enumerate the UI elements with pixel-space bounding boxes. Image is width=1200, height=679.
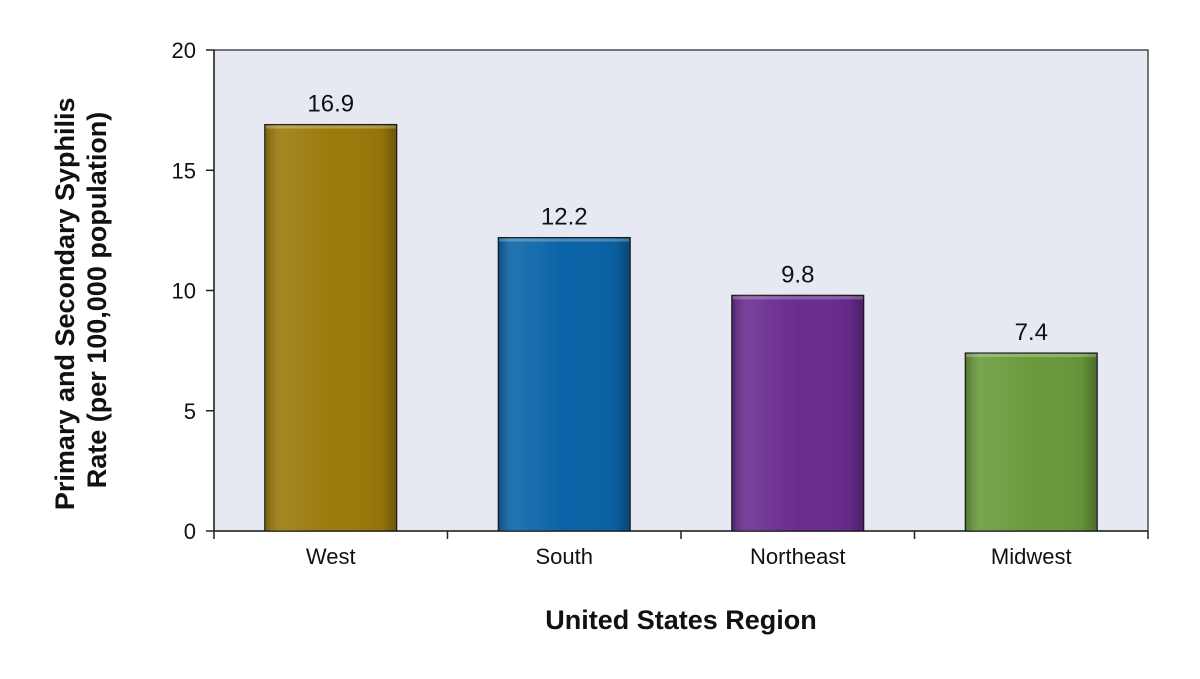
x-tick-label: Midwest [991, 544, 1072, 569]
bar [497, 236, 631, 532]
bar-bevel [499, 238, 630, 242]
y-axis-title: Primary and Secondary Syphilis Rate (per… [50, 90, 112, 510]
data-label: 12.2 [541, 204, 588, 231]
bar-shine [731, 295, 864, 531]
x-tick-label: South [536, 544, 594, 569]
y-axis-title-line-1: Primary and Secondary Syphilis [50, 97, 80, 510]
y-tick-label: 15 [172, 158, 196, 183]
x-tick-label: Northeast [750, 544, 845, 569]
bar [731, 294, 865, 532]
x-tick-label: West [306, 544, 356, 569]
bar-shine [965, 353, 1098, 531]
bar-bevel [265, 125, 396, 129]
x-axis: West South Northeast Midwest [213, 530, 1149, 569]
y-tick-label: 5 [184, 399, 196, 424]
bar-bevel [966, 354, 1097, 358]
y-axis: 0 5 10 15 20 [172, 38, 215, 544]
data-labels: 16.9 12.2 9.8 7.4 [307, 91, 1048, 346]
bar-shine [498, 237, 631, 531]
data-label: 16.9 [307, 91, 354, 118]
bar [964, 352, 1098, 532]
x-axis-title: United States Region [545, 605, 817, 635]
bar [264, 123, 398, 532]
bar-bevel [732, 296, 863, 300]
y-tick-label: 10 [172, 279, 196, 304]
data-label: 9.8 [781, 261, 814, 288]
bar-shine [264, 124, 397, 532]
y-tick-label: 0 [184, 519, 196, 544]
y-axis-title-line-2: Rate (per 100,000 population) [82, 112, 112, 489]
data-label: 7.4 [1015, 319, 1048, 346]
y-tick-label: 20 [172, 38, 196, 63]
bars [264, 123, 1098, 532]
